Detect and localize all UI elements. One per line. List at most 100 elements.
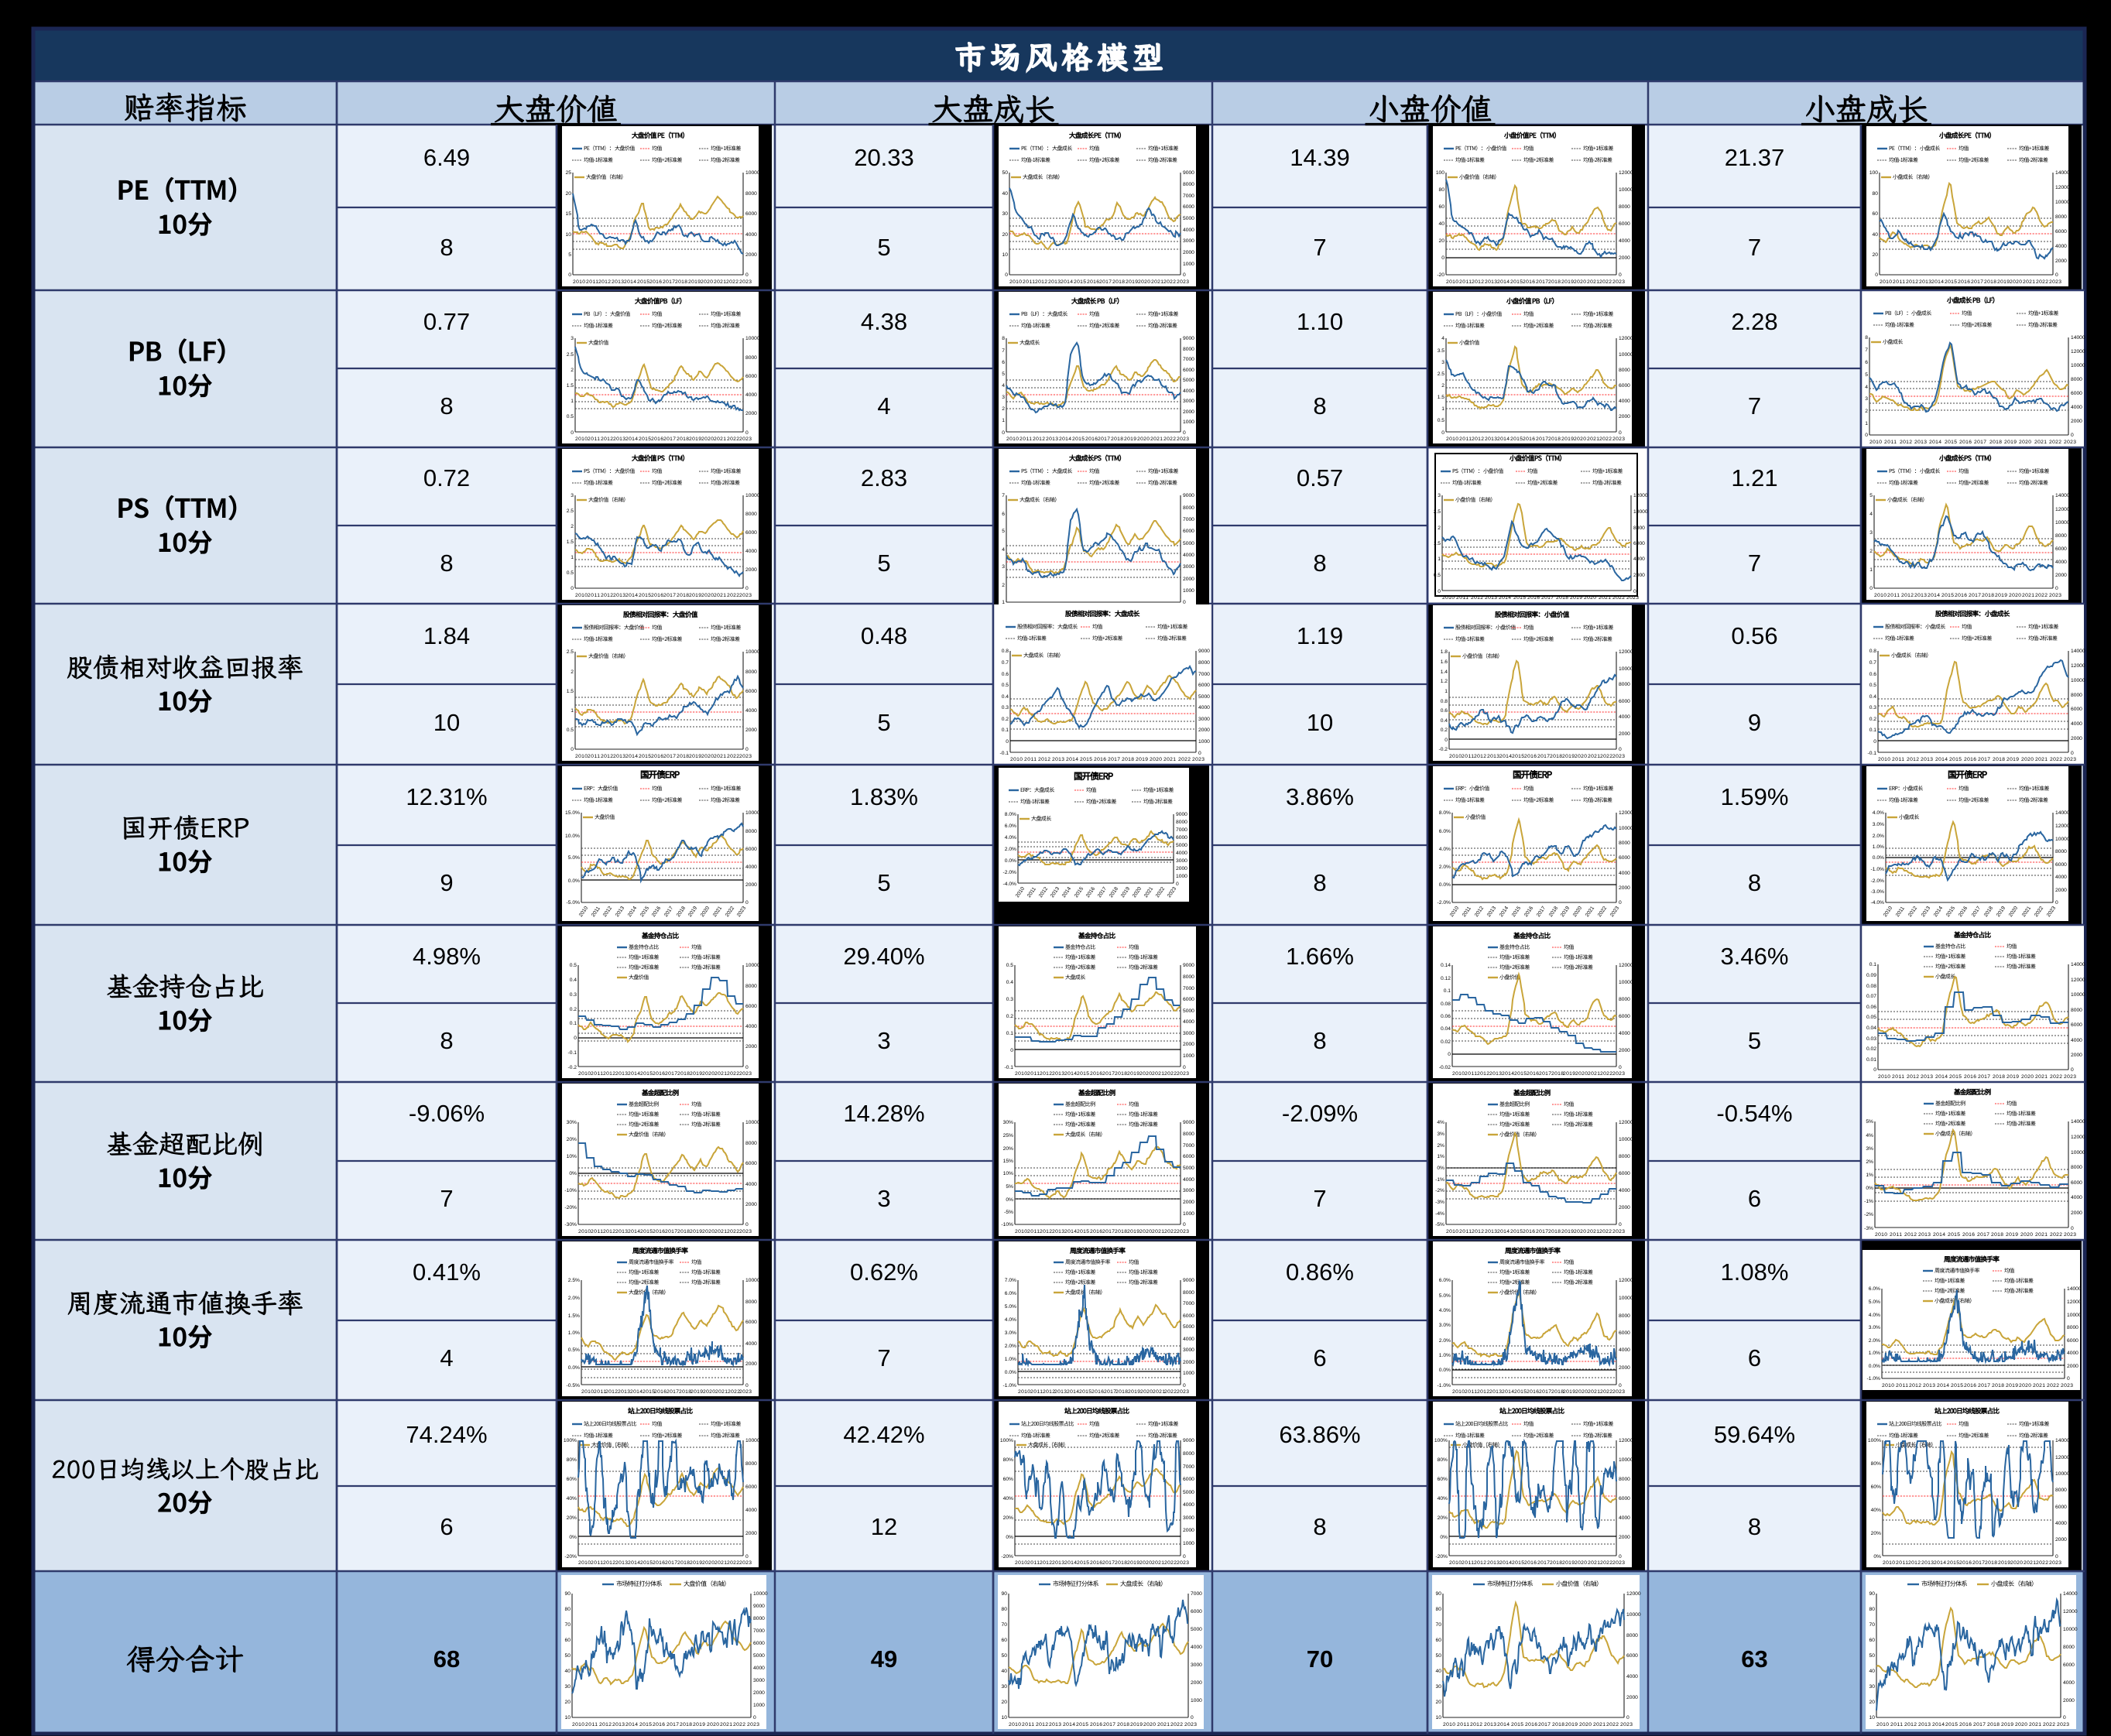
svg-text:2015: 2015 (1945, 440, 1957, 445)
svg-text:2023: 2023 (1612, 437, 1625, 442)
svg-text:2021: 2021 (720, 1722, 732, 1727)
svg-text:-1%: -1% (1435, 1177, 1444, 1183)
svg-text:2015: 2015 (639, 1722, 652, 1727)
svg-text:2010: 2010 (1882, 1383, 1894, 1388)
svg-text:4000: 4000 (1619, 714, 1630, 720)
svg-text:1000: 1000 (1176, 874, 1187, 879)
svg-text:0.04: 0.04 (1441, 1026, 1451, 1032)
svg-text:2018: 2018 (1548, 1229, 1561, 1234)
svg-text:2018: 2018 (1556, 595, 1568, 601)
svg-text:2013: 2013 (615, 1071, 628, 1077)
svg-text:6000: 6000 (1183, 1313, 1194, 1319)
svg-text:4%: 4% (1866, 1133, 1873, 1139)
svg-text:2000: 2000 (1619, 1365, 1630, 1371)
svg-text:14000: 14000 (2055, 1438, 2070, 1443)
svg-text:40: 40 (565, 1669, 571, 1674)
svg-text:1%: 1% (1866, 1173, 1873, 1178)
svg-text:2010: 2010 (1452, 1071, 1465, 1077)
svg-text:2021: 2021 (2034, 440, 2047, 445)
svg-text:6000: 6000 (745, 374, 757, 379)
svg-text:2022: 2022 (2049, 440, 2061, 445)
svg-text:2017: 2017 (665, 1071, 677, 1077)
svg-text:2.5: 2.5 (567, 649, 574, 655)
svg-text:2022: 2022 (1164, 1229, 1177, 1234)
svg-text:2.0%: 2.0% (1439, 865, 1451, 870)
svg-text:2020: 2020 (1140, 1389, 1153, 1395)
svg-text:2014: 2014 (1497, 1229, 1510, 1234)
svg-text:-0.2: -0.2 (1438, 747, 1448, 752)
svg-text:2011: 2011 (1023, 279, 1035, 285)
svg-text:2023: 2023 (2049, 279, 2061, 285)
svg-text:0.3: 0.3 (570, 992, 577, 998)
svg-text:2012: 2012 (1477, 1389, 1489, 1395)
svg-text:2018: 2018 (1115, 1560, 1127, 1566)
svg-text:2012: 2012 (1471, 595, 1483, 601)
svg-text:14000: 14000 (2071, 962, 2085, 967)
svg-text:2022: 2022 (2050, 757, 2062, 762)
svg-text:63.86%: 63.86% (1279, 1421, 1360, 1448)
svg-text:2012: 2012 (1474, 1560, 1486, 1566)
svg-text:2023: 2023 (739, 279, 752, 285)
svg-text:0.07: 0.07 (1866, 994, 1876, 999)
svg-text:5: 5 (1748, 1027, 1761, 1054)
svg-text:2000: 2000 (1183, 409, 1194, 415)
svg-text:2012: 2012 (603, 1229, 615, 1234)
svg-text:2017: 2017 (663, 279, 675, 285)
svg-text:2023: 2023 (739, 1071, 752, 1077)
svg-text:0.5: 0.5 (1002, 683, 1009, 688)
svg-text:2000: 2000 (2071, 1053, 2082, 1058)
svg-text:5%: 5% (1006, 1184, 1013, 1190)
svg-text:100: 100 (1869, 170, 1878, 176)
svg-text:7000: 7000 (1176, 827, 1187, 833)
svg-text:0: 0 (1873, 1067, 1876, 1073)
svg-text:2020: 2020 (701, 437, 714, 442)
svg-text:2000: 2000 (1619, 1535, 1630, 1540)
svg-text:0%: 0% (1437, 1166, 1444, 1171)
svg-text:2000: 2000 (745, 1531, 757, 1536)
svg-text:2013: 2013 (1918, 1232, 1931, 1238)
svg-text:-20%: -20% (564, 1554, 577, 1560)
svg-text:10000: 10000 (1619, 980, 1633, 985)
svg-text:0: 0 (1619, 1222, 1622, 1228)
svg-text:2023: 2023 (2064, 440, 2076, 445)
svg-text:6.0%: 6.0% (1439, 1278, 1451, 1283)
svg-text:6000: 6000 (2071, 707, 2082, 712)
svg-text:2014: 2014 (628, 1560, 640, 1566)
svg-text:2019: 2019 (1562, 754, 1575, 759)
svg-text:0.4: 0.4 (570, 978, 577, 983)
svg-text:4000: 4000 (1619, 1515, 1630, 1521)
svg-text:2011: 2011 (1024, 757, 1037, 762)
svg-text:3000: 3000 (1191, 1662, 1202, 1668)
svg-text:0.0%: 0.0% (568, 878, 580, 884)
svg-text:0.0%: 0.0% (1439, 882, 1451, 888)
svg-text:2000: 2000 (745, 882, 757, 888)
svg-text:4000: 4000 (1183, 389, 1194, 394)
svg-text:2000: 2000 (753, 1690, 765, 1696)
svg-text:6000: 6000 (2071, 1180, 2082, 1186)
svg-text:4.0%: 4.0% (1869, 1313, 1880, 1318)
svg-text:49: 49 (871, 1645, 897, 1673)
svg-text:0: 0 (1441, 255, 1444, 261)
svg-text:2016: 2016 (654, 1389, 667, 1395)
svg-text:2.5: 2.5 (1438, 372, 1445, 377)
svg-text:2012: 2012 (1040, 1560, 1052, 1566)
svg-text:2000: 2000 (1183, 1360, 1194, 1365)
svg-text:8000: 8000 (2071, 377, 2082, 382)
svg-text:20%: 20% (567, 1515, 577, 1521)
svg-text:2018: 2018 (1115, 1389, 1128, 1395)
svg-text:2013: 2013 (1919, 279, 1931, 285)
svg-text:8000: 8000 (2071, 1165, 2082, 1170)
svg-text:5: 5 (877, 869, 890, 896)
svg-text:2013: 2013 (1487, 754, 1499, 759)
svg-text:0.5%: 0.5% (568, 1347, 580, 1353)
svg-text:10000: 10000 (2055, 837, 2070, 842)
svg-text:0: 0 (1619, 747, 1622, 752)
svg-text:1000: 1000 (1183, 1211, 1194, 1217)
svg-text:2.0%: 2.0% (568, 1296, 580, 1301)
svg-text:7000: 7000 (1183, 1464, 1194, 1470)
svg-text:2021: 2021 (1593, 1722, 1606, 1727)
svg-text:3.0%: 3.0% (1869, 1325, 1880, 1330)
svg-text:7000: 7000 (753, 1628, 765, 1634)
svg-text:0.12: 0.12 (1441, 976, 1451, 981)
svg-text:0.4: 0.4 (1002, 694, 1009, 700)
